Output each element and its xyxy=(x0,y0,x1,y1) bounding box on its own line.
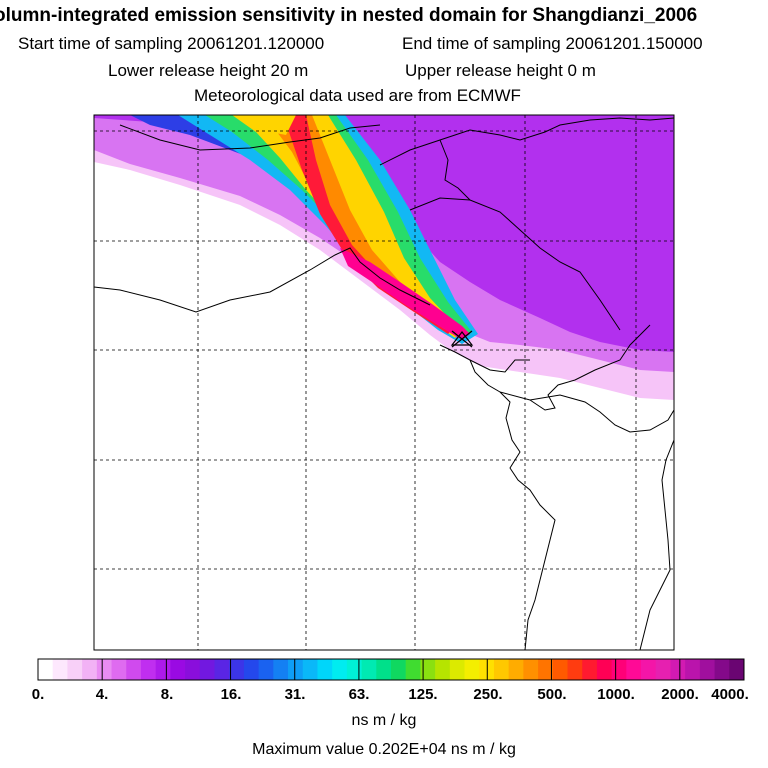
colorbar-segment xyxy=(258,659,274,680)
colorbar-segment xyxy=(96,659,112,680)
colorbar-segment xyxy=(185,659,201,680)
colorbar-segment xyxy=(729,659,745,680)
colorbar-segment xyxy=(508,659,524,680)
colorbar-segment xyxy=(567,659,583,680)
legend-tick-4: 4. xyxy=(95,686,109,703)
colorbar-frame xyxy=(37,658,745,681)
colorbar-segment xyxy=(449,659,465,680)
colorbar-segment xyxy=(302,659,318,680)
legend-tick-8: 8. xyxy=(160,686,174,703)
colorbar-segment xyxy=(670,659,686,680)
colorbar-segment xyxy=(140,659,157,680)
legend-tick-4000: 4000. xyxy=(711,686,749,703)
colorbar-segment xyxy=(405,659,421,680)
colorbar-segment xyxy=(346,659,362,680)
colorbar-segment xyxy=(288,659,304,680)
colorbar-segment xyxy=(523,659,539,680)
colorbar-segment xyxy=(67,659,83,680)
colorbar-segment xyxy=(361,659,377,680)
legend-tick-2000: 2000. xyxy=(661,686,699,703)
colorbar-segment xyxy=(199,659,215,680)
colorbar-segment xyxy=(538,659,554,680)
colorbar-segment xyxy=(332,659,348,680)
legend-tick-63: 63. xyxy=(348,686,370,703)
colorbar-segment xyxy=(111,659,127,680)
colorbar-segment xyxy=(626,659,642,680)
colorbar-segment xyxy=(170,659,186,680)
grid-lines xyxy=(94,115,674,650)
map-frame xyxy=(93,114,675,651)
station-marker xyxy=(450,330,474,348)
colorbar-segment xyxy=(685,659,701,680)
colorbar-segment xyxy=(273,659,289,680)
colorbar-segment xyxy=(317,659,333,680)
legend-tick-500: 500. xyxy=(537,686,567,703)
coastlines xyxy=(94,117,674,650)
max-value-label: Maximum value 0.202E+04 ns m / kg xyxy=(252,741,516,758)
colorbar-segment xyxy=(214,659,230,680)
legend-unit: ns m / kg xyxy=(351,712,417,729)
lower-release-label: Lower release height 20 m xyxy=(108,61,309,80)
colorbar-segment xyxy=(582,659,598,680)
legend-tick-16: 16. xyxy=(220,686,242,703)
colorbar-segment xyxy=(229,659,245,680)
colorbar-segment xyxy=(464,659,480,680)
colorbar-segment xyxy=(596,659,613,680)
colorbar-segment xyxy=(435,659,451,680)
field-purple xyxy=(94,115,674,352)
colorbar-segment xyxy=(655,659,671,680)
legend-tick-1000: 1000. xyxy=(597,686,635,703)
end-time-label: End time of sampling 20061201.150000 xyxy=(402,34,703,53)
colorbar-segment xyxy=(391,659,407,680)
colorbar-segment xyxy=(714,659,730,680)
colorbar-segment xyxy=(155,659,171,680)
legend-tick-31: 31. xyxy=(284,686,306,703)
start-time-label: Start time of sampling 20061201.120000 xyxy=(18,34,325,53)
colorbar-segment xyxy=(82,659,98,680)
legend-tick-125: 125. xyxy=(408,686,438,703)
colorbar-segment xyxy=(376,659,392,680)
colorbar-segment xyxy=(38,659,54,680)
met-data-label: Meteorological data used are from ECMWF xyxy=(194,86,521,105)
plume-red xyxy=(284,115,452,334)
colorbar xyxy=(38,659,745,680)
sensitivity-field xyxy=(94,115,674,400)
colorbar-segment xyxy=(126,659,142,680)
colorbar-segment xyxy=(420,659,436,680)
colorbar-segment xyxy=(699,659,715,680)
colorbar-segment xyxy=(641,659,657,680)
legend-tick-250: 250. xyxy=(473,686,503,703)
colorbar-segment xyxy=(493,659,510,680)
legend-tick-0: 0. xyxy=(31,686,45,703)
plume-yellow-upper xyxy=(248,115,296,135)
colorbar-segment xyxy=(611,659,627,680)
plot-title: olumn-integrated emission sensitivity in… xyxy=(0,5,698,26)
colorbar-segment xyxy=(52,659,68,680)
colorbar-segment xyxy=(552,659,568,680)
colorbar-segment xyxy=(243,659,260,680)
plume-magenta xyxy=(340,248,470,340)
upper-release-label: Upper release height 0 m xyxy=(405,61,596,80)
